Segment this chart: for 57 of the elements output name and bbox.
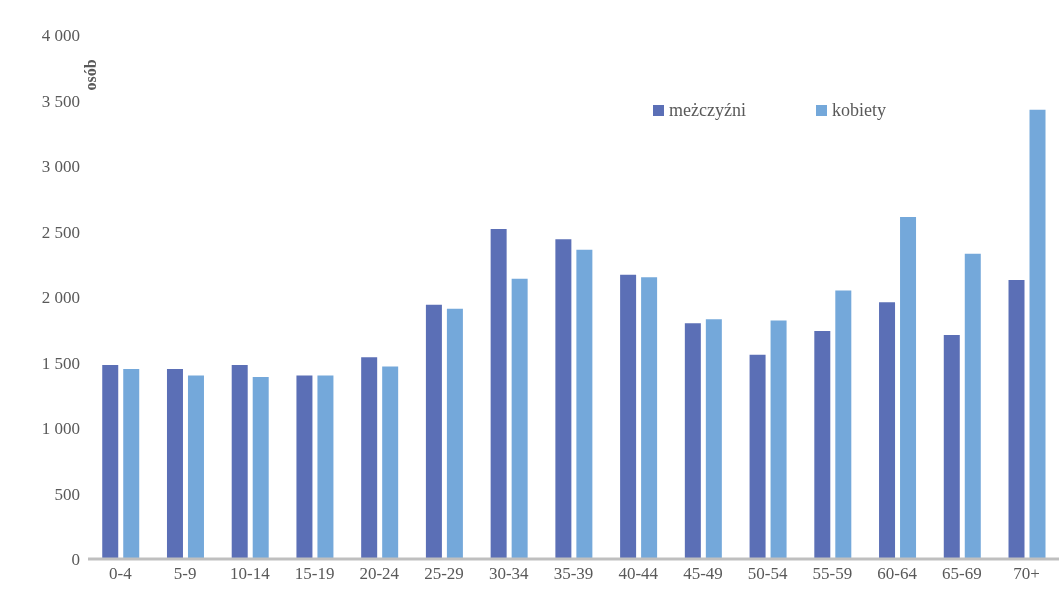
bar [511,278,528,559]
y-tick-label: 1 500 [41,353,80,373]
bar [900,217,917,559]
bar [252,376,269,559]
y-tick-label: 3 000 [41,157,80,177]
bar [835,290,852,559]
x-tick-label: 45-49 [683,564,723,584]
bar [123,369,140,559]
x-tick-label: 65-69 [942,564,982,584]
x-tick-label: 40-44 [618,564,659,584]
bar [576,249,593,559]
bar [382,366,399,559]
x-tick-label: 50-54 [747,564,789,584]
legend-label: meżczyźni [668,100,746,121]
bar [166,369,183,559]
legend-label: kobiety [830,100,886,121]
bar [705,319,722,559]
x-tick-label: 70+ [1013,564,1040,584]
bar [296,375,313,559]
bar [425,304,442,559]
y-tick-label: 4 000 [41,26,80,46]
bar [102,365,119,559]
y-tick-label: 500 [54,484,80,504]
x-tick-label: 30-34 [488,564,530,584]
y-tick-label: 1 000 [41,419,80,439]
x-tick-label: 0-4 [109,564,133,584]
bar [231,365,248,559]
x-tick-label: 60-64 [877,564,918,584]
x-tick-label: 55-59 [812,564,853,584]
bar [1008,279,1025,559]
x-tick-label: 15-19 [294,564,335,584]
bar [555,239,572,559]
x-tick-label: 5-9 [173,564,197,584]
bar [814,331,831,559]
bar [749,354,766,559]
bar [361,357,378,559]
y-tick-label: 3 500 [41,91,80,111]
bar [879,302,896,559]
bar [770,320,787,559]
bar [446,308,463,559]
bar [641,277,658,559]
bar [964,253,981,559]
bar [490,228,507,559]
bar [943,334,960,559]
x-tick-label: 25-29 [424,564,464,584]
x-tick-label: 35-39 [553,564,594,584]
y-axis-title: osób [82,59,99,91]
bar [187,375,204,559]
bar [1029,109,1046,559]
y-tick-label: 2 000 [41,288,80,308]
bar [317,375,334,559]
x-tick-label: 10-14 [230,564,271,584]
bar [620,274,637,559]
bar [684,323,701,559]
y-tick-label: 0 [71,550,80,570]
y-tick-label: 2 500 [41,222,80,242]
x-tick-label: 20-24 [359,564,400,584]
